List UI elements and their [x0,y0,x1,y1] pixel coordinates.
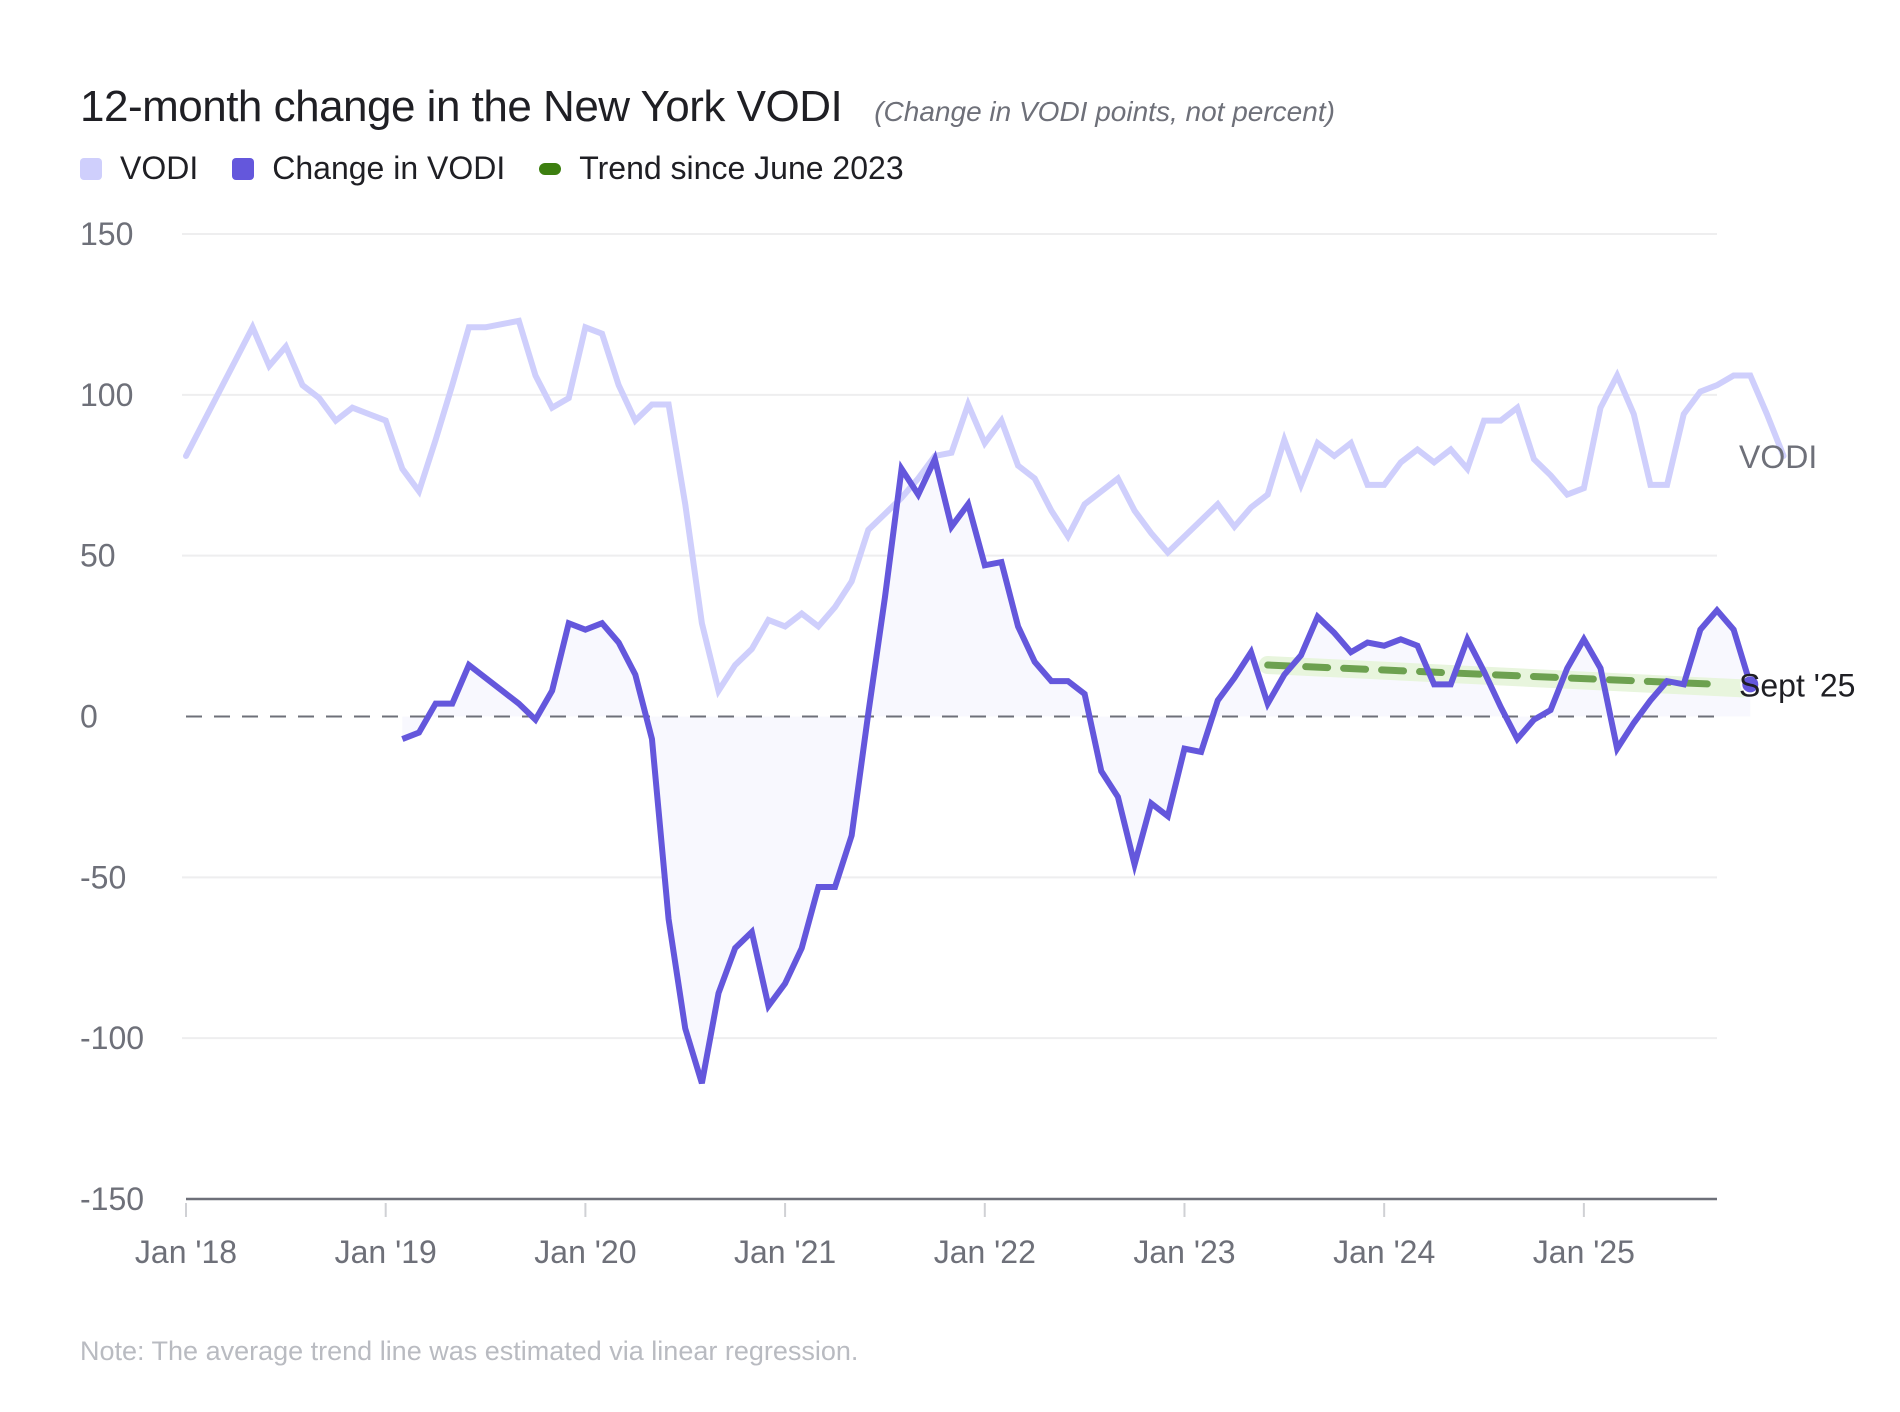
legend-swatch-trend [539,162,562,175]
legend-label: VODI [120,150,199,186]
vodi-series [183,317,1787,699]
y-tick-label: 100 [80,377,133,413]
change-end-point [1740,674,1761,695]
x-tick-label: Jan '21 [734,1234,836,1270]
y-tick-label: 50 [80,538,116,574]
x-tick-label: Jan '20 [534,1234,636,1270]
x-tick-label: Jan '24 [1333,1234,1435,1270]
legend: VODI Change in VODI Trend since June 202… [80,150,938,187]
legend-label: Change in VODI [272,150,506,186]
y-tick-label: -100 [80,1020,144,1056]
y-tick-label: 150 [80,216,133,252]
vodi-end-label: VODI [1739,439,1817,475]
x-axis: Jan '18 Jan '19 Jan '20 Jan '21 Jan '22 Jan '… [135,1197,1717,1270]
x-tick-label: Jan '19 [335,1234,437,1270]
legend-item-change[interactable]: Change in VODI [232,150,505,187]
change-series [401,450,1761,1085]
chart-header: 12-month change in the New York VODI (Ch… [80,82,1335,132]
legend-swatch-vodi [80,157,102,180]
change-end-label: Sept '25 [1739,667,1855,703]
change-area-fill [402,459,1751,1084]
chart-subtitle: (Change in VODI points, not percent) [874,96,1335,127]
x-tick-label: Jan '22 [934,1234,1036,1270]
x-tick-label: Jan '25 [1533,1234,1635,1270]
legend-swatch-change [232,157,255,180]
change-line [401,450,1754,1085]
y-axis-ticks: 150 100 50 0 -50 -100 -150 [80,216,144,1217]
trend-line [1264,661,1721,688]
change-area [402,459,1751,1084]
legend-item-vodi[interactable]: VODI [80,150,198,187]
y-tick-label: -50 [80,859,126,895]
legend-label: Trend since June 2023 [579,150,904,186]
chart-title: 12-month change in the New York VODI [80,82,843,131]
chart-note: Note: The average trend line was estimat… [80,1336,859,1366]
legend-item-trend[interactable]: Trend since June 2023 [539,150,904,187]
grid-lines [182,233,1717,1040]
x-tick-label: Jan '18 [135,1234,237,1270]
y-tick-label: -150 [80,1181,144,1217]
end-labels: VODI Sept '25 [1739,439,1855,703]
y-tick-label: 0 [80,699,98,735]
vodi-line [183,317,1787,699]
x-tick-label: Jan '23 [1133,1234,1235,1270]
